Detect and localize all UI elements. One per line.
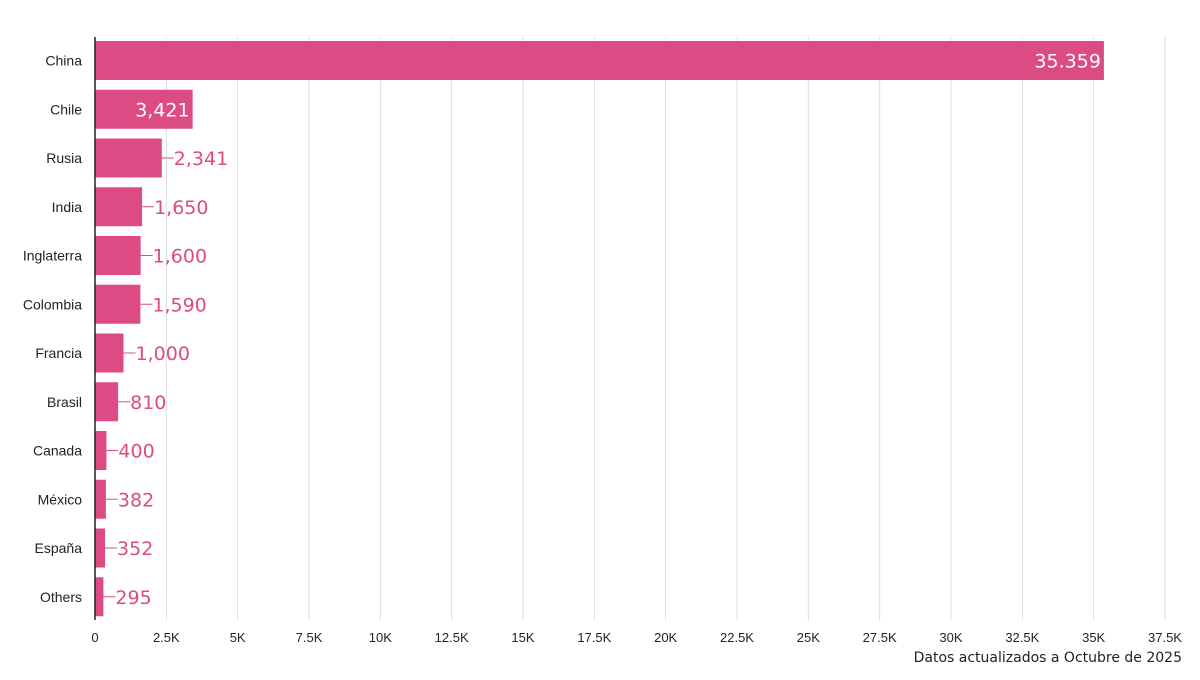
category-label: Rusia xyxy=(46,150,82,166)
x-tick-label: 5K xyxy=(230,630,246,645)
bar xyxy=(95,89,193,129)
value-label: 295 xyxy=(115,587,151,609)
value-label: 35.359 xyxy=(1034,51,1100,73)
category-label: Brasil xyxy=(47,394,82,410)
x-tick-label: 12.5K xyxy=(435,630,469,645)
x-tick-label: 27.5K xyxy=(863,630,897,645)
value-label: 400 xyxy=(118,441,154,463)
value-label: 1,590 xyxy=(152,294,206,316)
x-tick-label: 7.5K xyxy=(296,630,323,645)
x-tick-label: 0 xyxy=(91,630,98,645)
x-tick-label: 2.5K xyxy=(153,630,180,645)
bar xyxy=(95,284,141,324)
value-label: 810 xyxy=(130,392,166,414)
category-label: Inglaterra xyxy=(23,248,82,264)
bar xyxy=(95,187,143,227)
category-label: Francia xyxy=(35,345,82,361)
value-label: 352 xyxy=(117,538,153,560)
bar xyxy=(95,479,106,519)
category-label: Chile xyxy=(50,101,82,117)
category-label: Others xyxy=(40,589,82,605)
bar xyxy=(95,138,162,178)
x-tick-label: 15K xyxy=(511,630,534,645)
x-tick-label: 37.5K xyxy=(1148,630,1182,645)
bar xyxy=(95,431,107,470)
category-label: México xyxy=(38,491,83,507)
x-tick-label: 10K xyxy=(369,630,392,645)
value-label: 1,000 xyxy=(136,343,190,365)
value-label: 1,650 xyxy=(154,197,208,219)
x-tick-label: 25K xyxy=(797,630,820,645)
bar xyxy=(95,577,104,617)
bar xyxy=(95,333,124,373)
x-tick-label: 17.5K xyxy=(577,630,611,645)
category-label: España xyxy=(35,540,83,556)
footnote: Datos actualizados a Octubre de 2025 xyxy=(913,650,1182,666)
bar xyxy=(95,41,1104,80)
x-tick-label: 32.5K xyxy=(1005,630,1039,645)
category-label: India xyxy=(52,199,83,215)
value-label: 1,600 xyxy=(153,246,207,268)
x-tick-label: 22.5K xyxy=(720,630,754,645)
value-label: 2,341 xyxy=(174,148,228,170)
category-label: China xyxy=(45,53,82,69)
bar xyxy=(95,382,119,422)
x-tick-label: 30K xyxy=(939,630,962,645)
x-tick-label: 20K xyxy=(654,630,677,645)
value-label: 3,421 xyxy=(135,99,189,121)
bar xyxy=(95,236,141,275)
category-label: Colombia xyxy=(23,296,82,312)
bar xyxy=(95,528,106,568)
x-tick-label: 35K xyxy=(1082,630,1105,645)
category-label: Canada xyxy=(33,443,82,459)
value-label: 382 xyxy=(118,489,154,511)
